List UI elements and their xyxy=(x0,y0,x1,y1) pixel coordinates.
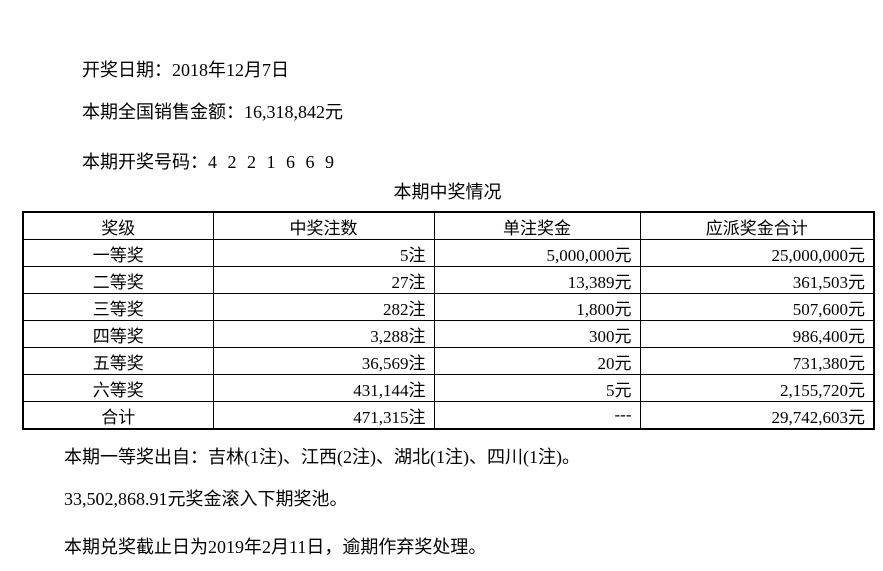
table-cell: 5,000,000元 xyxy=(433,239,641,267)
table-cell: 5元 xyxy=(433,374,641,402)
table-cell: 一等奖 xyxy=(22,239,214,267)
winning-numbers-value: 4 2 2 1 6 6 9 xyxy=(208,152,337,172)
claim-deadline-line: 本期兑奖截止日为2019年2月11日，逾期作弃奖处理。 xyxy=(64,537,487,557)
table-cell: 36,569注 xyxy=(212,347,435,375)
table-cell: 471,315注 xyxy=(212,401,435,430)
table-cell: 四等奖 xyxy=(22,320,214,348)
table-row-fifth-prize: 五等奖 36,569注 20元 731,380元 xyxy=(22,347,875,375)
table-cell: 三等奖 xyxy=(22,293,214,321)
table-row-total: 合计 471,315注 --- 29,742,603元 xyxy=(22,401,875,430)
prize-table: 奖级 中奖注数 单注奖金 应派奖金合计 一等奖 5注 5,000,000元 25… xyxy=(22,211,875,430)
table-cell: --- xyxy=(433,401,641,430)
draw-date-line: 开奖日期：2018年12月7日 xyxy=(64,37,289,103)
table-cell: 507,600元 xyxy=(639,293,875,321)
table-cell: 3,288注 xyxy=(212,320,435,348)
table-cell: 27注 xyxy=(212,266,435,294)
table-cell: 361,503元 xyxy=(639,266,875,294)
table-cell: 5注 xyxy=(212,239,435,267)
sales-amount-line: 本期全国销售金额：16,318,842元 xyxy=(64,79,343,145)
table-cell: 2,155,720元 xyxy=(639,374,875,402)
prize-table-title: 本期中奖情况 xyxy=(393,182,502,202)
table-cell: 20元 xyxy=(433,347,641,375)
draw-date-value: 2018年12月7日 xyxy=(172,60,289,80)
table-cell: 25,000,000元 xyxy=(639,239,875,267)
rollover-amount-line: 33,502,868.91元奖金滚入下期奖池。 xyxy=(64,489,348,509)
table-cell: 五等奖 xyxy=(22,347,214,375)
table-cell: 986,400元 xyxy=(639,320,875,348)
table-header-row: 奖级 中奖注数 单注奖金 应派奖金合计 xyxy=(22,211,875,240)
table-row-first-prize: 一等奖 5注 5,000,000元 25,000,000元 xyxy=(22,239,875,267)
table-cell: 13,389元 xyxy=(433,266,641,294)
draw-date-label: 开奖日期： xyxy=(82,60,172,80)
table-row-sixth-prize: 六等奖 431,144注 5元 2,155,720元 xyxy=(22,374,875,402)
column-header-prize-per-bet: 单注奖金 xyxy=(433,211,641,240)
table-row-second-prize: 二等奖 27注 13,389元 361,503元 xyxy=(22,266,875,294)
table-cell: 282注 xyxy=(212,293,435,321)
column-header-total-payout: 应派奖金合计 xyxy=(639,211,875,240)
table-cell: 合计 xyxy=(22,401,214,430)
sales-amount-label: 本期全国销售金额： xyxy=(82,102,244,122)
column-header-prize-level: 奖级 xyxy=(22,211,214,240)
table-cell: 300元 xyxy=(433,320,641,348)
first-prize-origin-line: 本期一等奖出自：吉林(1注)、江西(2注)、湖北(1注)、四川(1注)。 xyxy=(64,447,580,467)
table-cell: 29,742,603元 xyxy=(639,401,875,430)
table-row-third-prize: 三等奖 282注 1,800元 507,600元 xyxy=(22,293,875,321)
table-cell: 731,380元 xyxy=(639,347,875,375)
table-cell: 二等奖 xyxy=(22,266,214,294)
table-cell: 431,144注 xyxy=(212,374,435,402)
winning-numbers-line: 本期开奖号码：4 2 2 1 6 6 9 xyxy=(64,129,337,195)
column-header-winning-bets: 中奖注数 xyxy=(212,211,435,240)
table-row-fourth-prize: 四等奖 3,288注 300元 986,400元 xyxy=(22,320,875,348)
winning-numbers-label: 本期开奖号码： xyxy=(82,152,208,172)
table-cell: 1,800元 xyxy=(433,293,641,321)
table-cell: 六等奖 xyxy=(22,374,214,402)
sales-amount-value: 16,318,842元 xyxy=(244,102,343,122)
